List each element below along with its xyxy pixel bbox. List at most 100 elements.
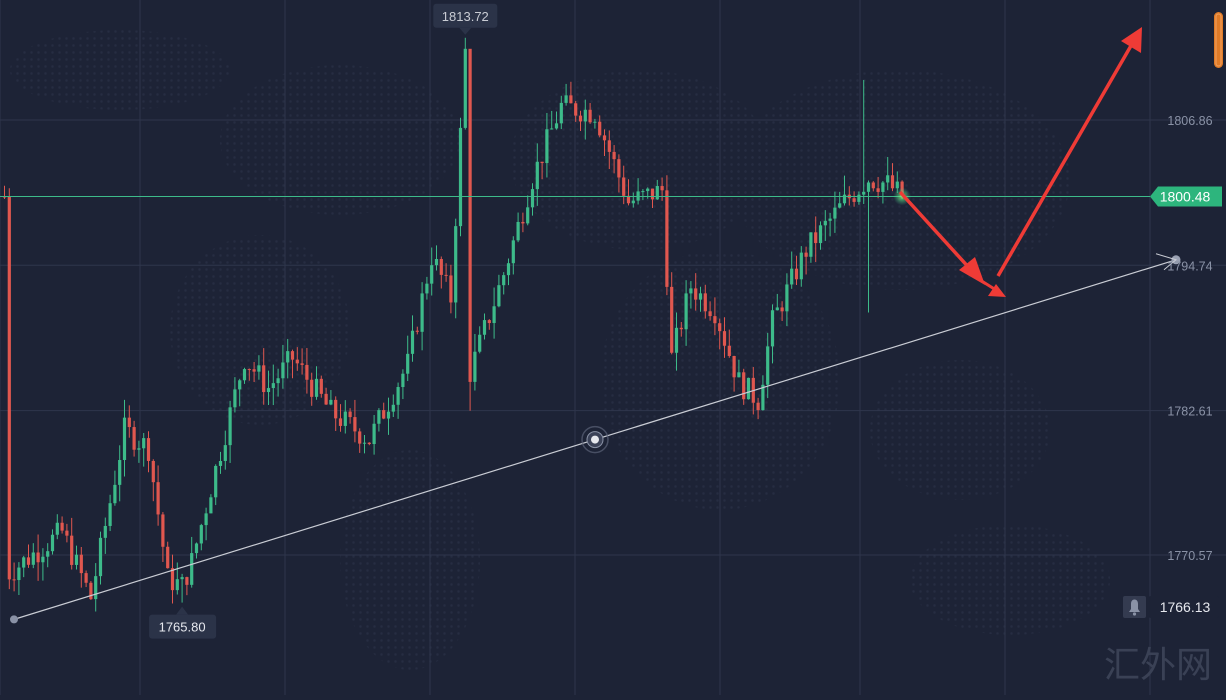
candle-body — [468, 48, 472, 382]
candle-body — [396, 387, 400, 405]
candle-body — [833, 207, 837, 219]
candle-body — [324, 393, 328, 405]
watermark: 汇外网 — [1104, 644, 1212, 685]
candle-body — [17, 567, 21, 581]
scrollbar-thumb[interactable] — [1214, 12, 1223, 68]
candle-body — [199, 525, 203, 544]
candle-body — [646, 188, 650, 192]
candle-body — [578, 115, 583, 122]
vertical-scrollbar[interactable] — [1214, 12, 1223, 68]
candle-body — [334, 399, 338, 419]
low-annotation: 1765.80 — [149, 606, 217, 639]
candle-body — [526, 207, 530, 224]
candle-body — [209, 497, 213, 514]
candle-body — [742, 372, 746, 400]
candle-body — [487, 320, 491, 324]
bell-icon — [1129, 599, 1140, 616]
candle-body — [190, 553, 194, 585]
candle-body — [406, 353, 410, 374]
y-tick-label: 1782.61 — [1167, 405, 1212, 419]
candle-body — [593, 121, 597, 123]
candle-body — [358, 431, 362, 444]
y-tick-label: 1806.86 — [1167, 114, 1212, 128]
candle-body — [780, 307, 784, 312]
candle-body — [554, 123, 559, 129]
candle-body — [252, 369, 256, 372]
candle-body — [391, 404, 395, 412]
candle-body — [598, 121, 602, 136]
alert-price-value: 1766.13 — [1160, 599, 1211, 615]
candle-body — [372, 423, 376, 445]
candle-body — [684, 293, 688, 330]
candle-body — [286, 351, 290, 363]
candle-body — [809, 232, 813, 257]
crosshair-icon[interactable] — [581, 425, 609, 454]
candle-body — [242, 369, 247, 381]
candle-body — [262, 365, 266, 393]
candle-body — [655, 186, 659, 200]
candle-body — [454, 226, 458, 303]
candle-body — [790, 268, 794, 285]
candle-body — [785, 284, 789, 312]
candle-body — [50, 534, 55, 552]
candle-body — [814, 232, 818, 244]
candle-body — [502, 275, 506, 286]
candle-body — [766, 346, 770, 385]
candle-body — [463, 48, 467, 128]
candle-body — [46, 551, 50, 557]
candle-body — [84, 573, 88, 583]
candle-body — [727, 345, 731, 356]
candle-body — [151, 460, 155, 483]
candle-body — [564, 95, 568, 103]
candles — [2, 37, 904, 612]
candle-body — [175, 579, 179, 591]
candle-body — [12, 579, 16, 581]
candle-body — [425, 283, 429, 294]
candle-body — [22, 557, 26, 568]
candle-body — [204, 513, 208, 526]
candle-body — [132, 427, 136, 450]
candle-body — [794, 268, 799, 280]
candle-body — [314, 378, 319, 397]
candle-body — [852, 198, 856, 202]
candle-body — [583, 109, 587, 122]
trendline-start-handle[interactable] — [10, 615, 18, 624]
candle-body — [343, 411, 347, 426]
candle-body — [674, 327, 679, 353]
candle-body — [607, 140, 611, 152]
candle-body — [761, 384, 765, 411]
candle-body — [55, 522, 59, 535]
candle-body — [319, 378, 323, 394]
candle-body — [482, 320, 487, 335]
candle-body — [516, 221, 520, 241]
candle-body — [103, 525, 107, 538]
low-price-label: 1765.80 — [159, 620, 206, 635]
candle-body — [122, 417, 127, 461]
candle-body — [98, 537, 103, 577]
candle-body — [650, 188, 655, 200]
candle-body — [828, 218, 832, 221]
candle-body — [271, 383, 275, 389]
alert-price[interactable]: 1766.13 — [1123, 596, 1219, 618]
candle-body — [281, 362, 285, 379]
candle-body — [895, 181, 899, 189]
candle-body — [857, 194, 861, 202]
candle-body — [26, 557, 31, 565]
candle-body — [530, 189, 535, 208]
candle-body — [842, 194, 847, 204]
candle-body — [478, 334, 482, 352]
candle-body — [31, 552, 35, 565]
candle-body — [698, 293, 703, 300]
candle-body — [166, 546, 170, 569]
candle-body — [386, 411, 391, 419]
current-price-value: 1800.48 — [1160, 188, 1211, 204]
candle-body — [775, 307, 779, 311]
candle-body — [214, 465, 218, 498]
candle-body — [233, 389, 237, 408]
candle-body — [631, 200, 635, 204]
candle-body — [458, 127, 463, 227]
candle-body — [708, 311, 712, 317]
candle-body — [449, 275, 453, 303]
